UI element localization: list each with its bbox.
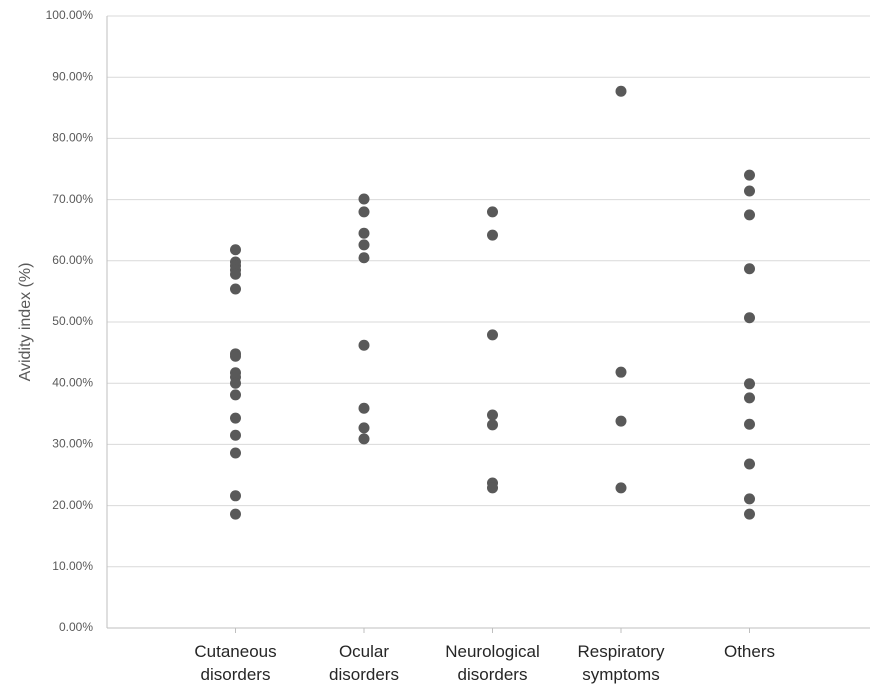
dot	[744, 185, 755, 197]
dot	[358, 227, 370, 239]
dot	[744, 312, 755, 324]
x-tick-label: Others	[723, 642, 776, 661]
dot	[358, 422, 370, 434]
x-tick-label: Cutaneous disorders	[194, 642, 277, 684]
dot	[615, 415, 627, 427]
x-tick-label: Respiratory symptoms	[577, 642, 665, 684]
dot	[230, 389, 241, 401]
dot	[358, 402, 370, 414]
dot	[230, 377, 241, 389]
y-tick-label: 30.00%	[52, 437, 93, 451]
dot	[615, 482, 627, 494]
x-tick-label: Neurological disorders	[445, 642, 540, 684]
y-tick-label: 100.00%	[46, 8, 94, 22]
dot	[358, 206, 370, 218]
dot	[230, 244, 241, 256]
dot	[615, 85, 627, 97]
dot	[358, 433, 370, 445]
dot	[744, 418, 755, 430]
dot	[358, 193, 370, 205]
dot	[615, 366, 627, 378]
dot	[230, 412, 241, 424]
dot	[487, 409, 498, 421]
dot	[487, 206, 498, 218]
dot	[744, 169, 755, 181]
y-tick-label: 90.00%	[52, 69, 93, 83]
dot	[230, 447, 241, 459]
y-tick-label: 80.00%	[52, 131, 93, 145]
dot	[230, 490, 241, 502]
dot	[230, 283, 241, 295]
y-tick-label: 60.00%	[52, 253, 93, 267]
dot	[744, 493, 755, 505]
y-tick-label: 10.00%	[52, 559, 93, 573]
dot	[230, 508, 241, 520]
dot	[744, 263, 755, 275]
dot	[744, 508, 755, 520]
y-tick-label: 40.00%	[52, 375, 93, 389]
dot	[230, 350, 241, 362]
y-tick-label: 20.00%	[52, 498, 93, 512]
dot	[487, 419, 498, 431]
dot	[358, 339, 370, 351]
dot	[487, 482, 498, 494]
x-tick-label: Ocular disorders	[329, 642, 399, 684]
y-axis-label: Avidity index (%)	[17, 263, 34, 382]
dot	[230, 268, 241, 280]
y-tick-label: 0.00%	[59, 620, 93, 634]
y-tick-label: 50.00%	[52, 314, 93, 328]
dot	[744, 458, 755, 470]
dot	[358, 239, 370, 251]
dot	[744, 378, 755, 390]
dot	[487, 329, 498, 341]
dot	[744, 209, 755, 221]
dot	[744, 392, 755, 404]
y-tick-label: 70.00%	[52, 192, 93, 206]
dot	[230, 429, 241, 441]
dot	[358, 252, 370, 264]
dot	[487, 229, 498, 241]
